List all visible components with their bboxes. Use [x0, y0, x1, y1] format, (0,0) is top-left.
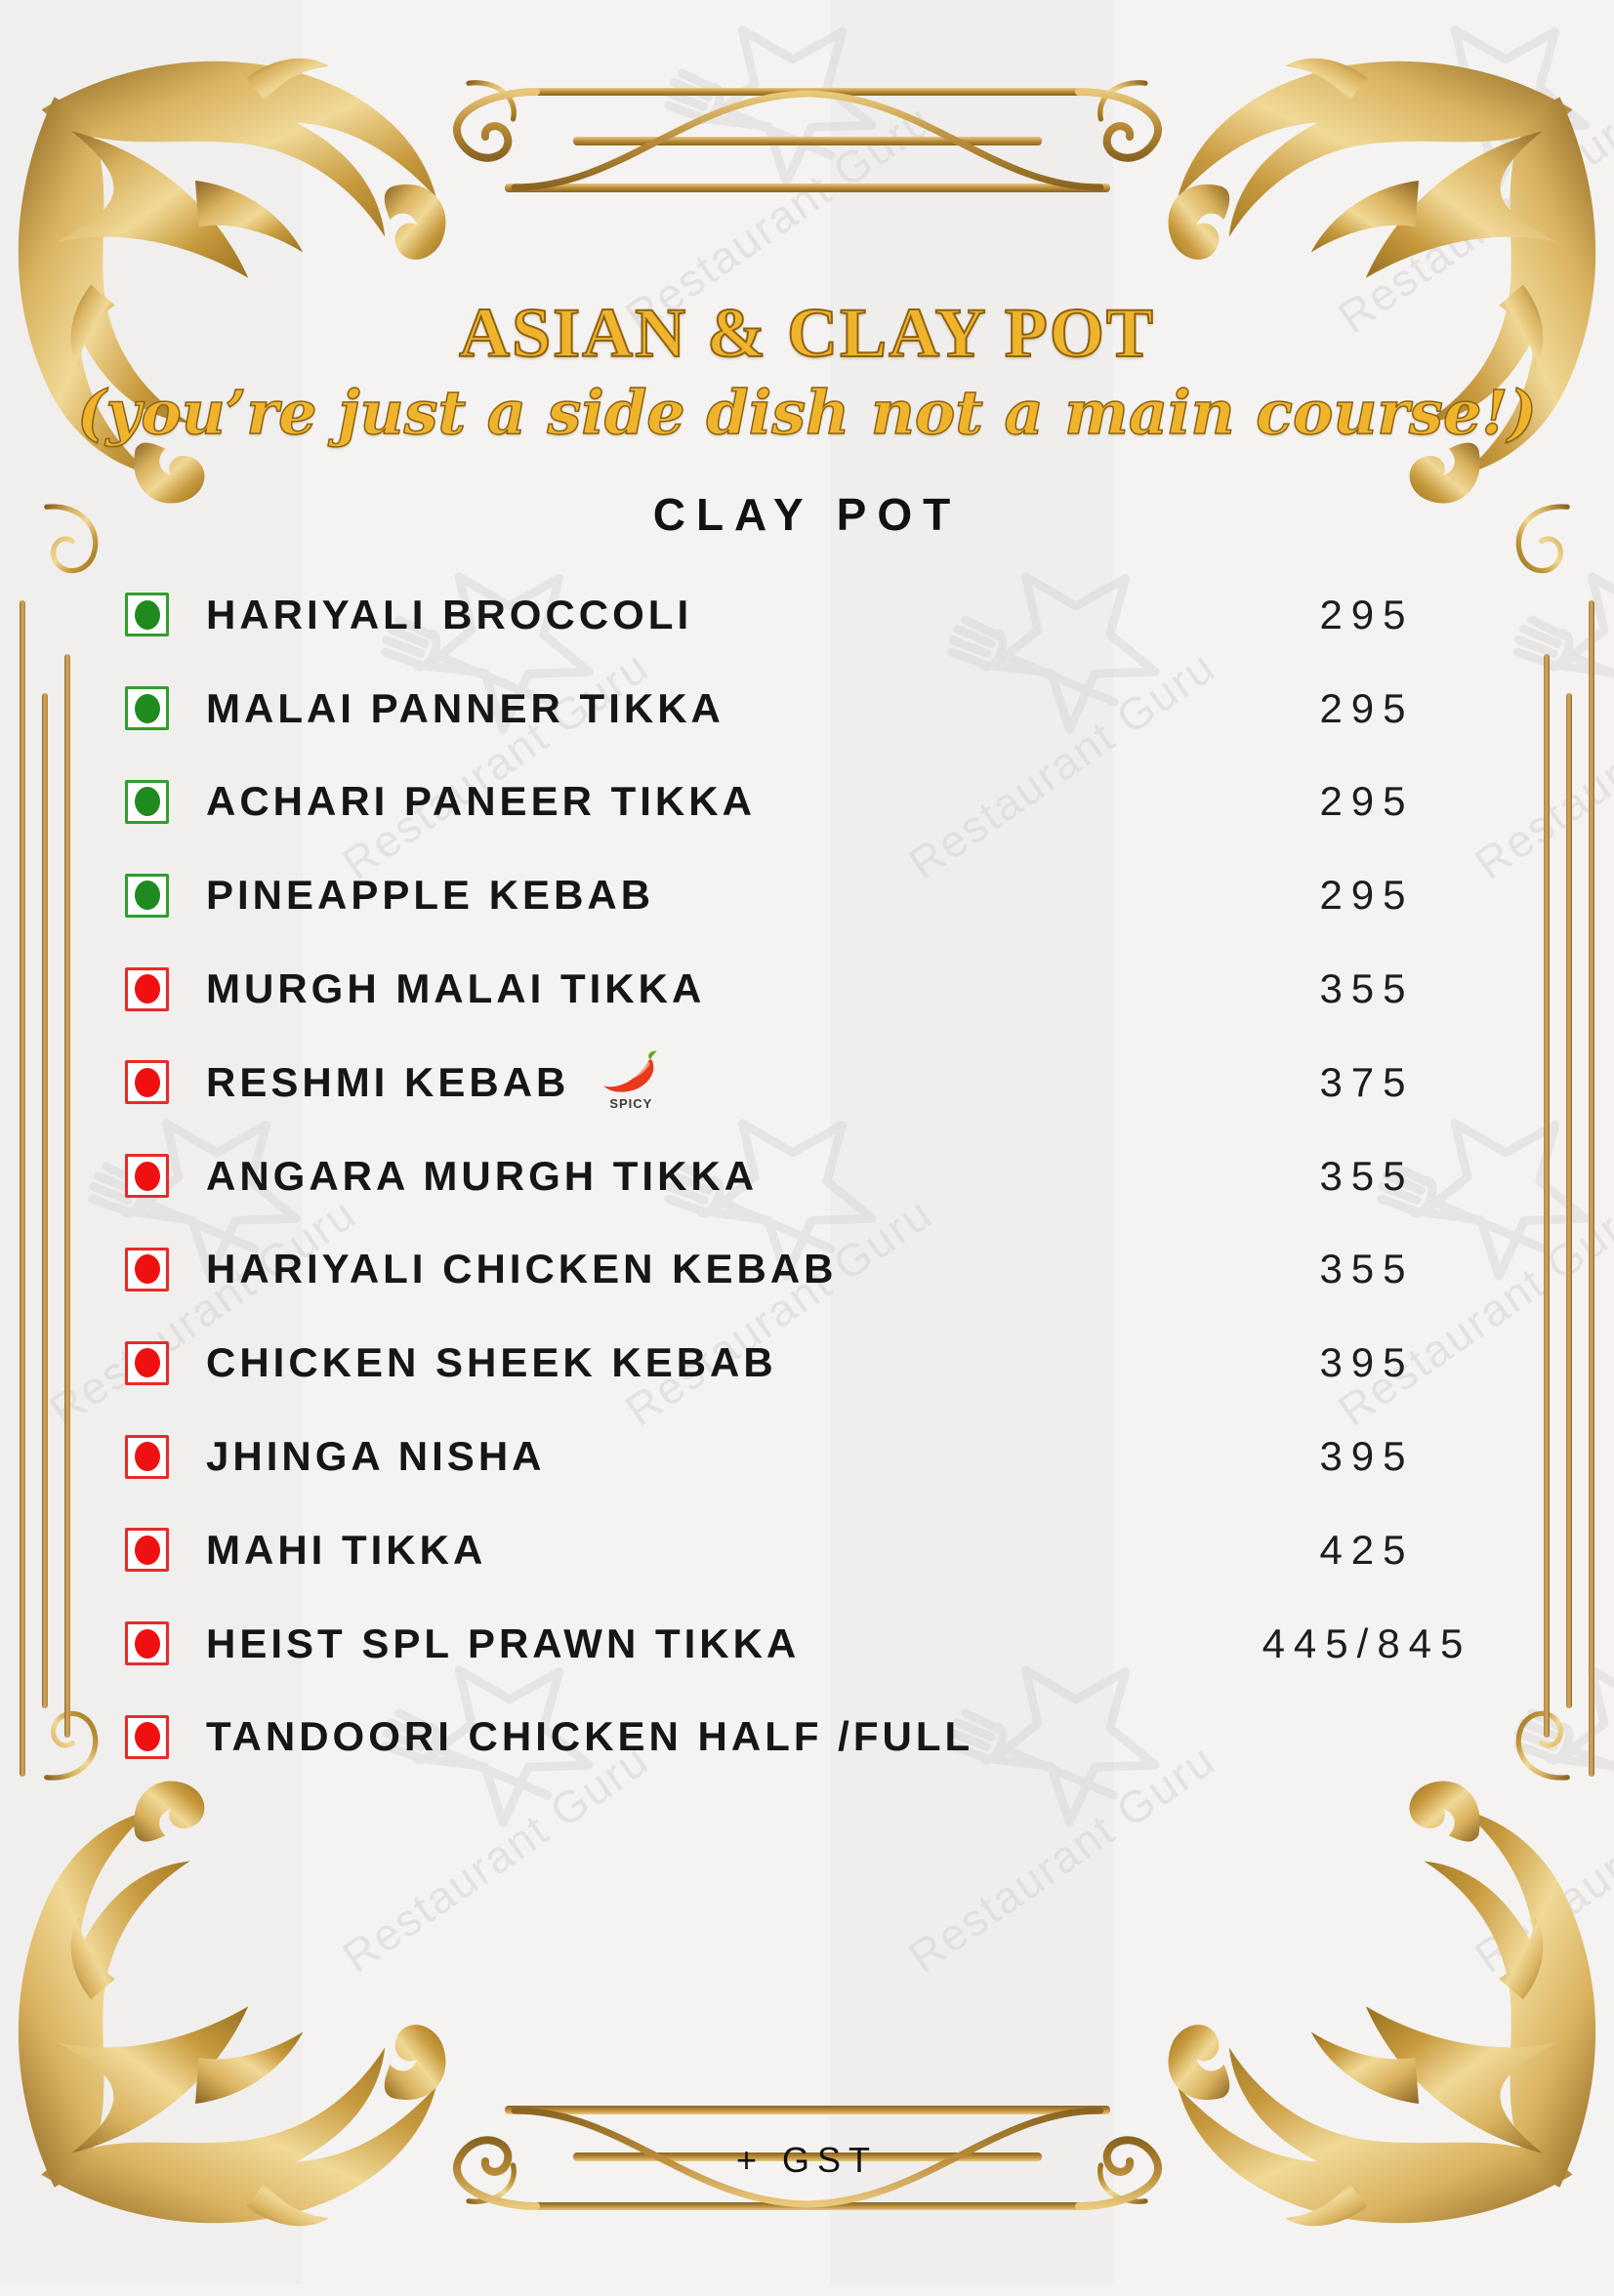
- menu-item-row: MURGH MALAI TIKKA 355: [125, 942, 1528, 1036]
- menu-item-price: 355: [1319, 965, 1415, 1012]
- menu-item-row: TANDOORI CHICKEN HALF /FULL: [125, 1691, 1528, 1784]
- menu-item-price: 295: [1319, 872, 1415, 919]
- marker-dot: [134, 1722, 160, 1752]
- marker-dot: [134, 1442, 160, 1472]
- menu-item-name: HARIYALI BROCCOLI: [206, 591, 693, 637]
- menu-item-row: CHICKEN SHEEK KEBAB 395: [125, 1316, 1528, 1410]
- page-subtitle: (you’re just a side dish not a main cour…: [76, 376, 1537, 449]
- watermark: Restaurant Guru: [1236, 0, 1614, 344]
- marker-dot: [134, 1067, 160, 1097]
- menu-item-price: 395: [1319, 1339, 1415, 1386]
- menu-item-row: PINEAPPLE KEBAB 295: [125, 848, 1528, 942]
- menu-item-name: TANDOORI CHICKEN HALF /FULL: [206, 1713, 974, 1760]
- menu-item-price: 295: [1319, 778, 1415, 825]
- veg-nonveg-marker-icon: [125, 1434, 169, 1479]
- marker-dot: [134, 1161, 160, 1191]
- marker-dot: [134, 1535, 160, 1565]
- chili-icon: [603, 1051, 658, 1093]
- menu-item-name: MAHI TIKKA: [206, 1526, 487, 1573]
- veg-nonveg-marker-icon: [125, 873, 169, 918]
- menu-item-name: PINEAPPLE KEBAB: [206, 872, 655, 919]
- veg-nonveg-marker-icon: [125, 1060, 169, 1105]
- veg-nonveg-marker-icon: [125, 779, 169, 824]
- marker-dot: [134, 881, 160, 911]
- veg-nonveg-marker-icon: [125, 1340, 169, 1385]
- spicy-indicator: SPICY: [599, 1049, 663, 1111]
- veg-nonveg-marker-icon: [125, 1247, 169, 1292]
- veg-nonveg-marker-icon: [125, 1714, 169, 1759]
- marker-dot: [134, 599, 160, 630]
- menu-item-name: CHICKEN SHEEK KEBAB: [206, 1339, 777, 1386]
- border-lines-left: [0, 600, 78, 1777]
- marker-dot: [134, 693, 160, 723]
- spicy-label: SPICY: [609, 1096, 653, 1112]
- border-lines-right: [1536, 600, 1614, 1777]
- menu-item-price: 295: [1319, 684, 1415, 731]
- section-heading: CLAY POT: [652, 489, 962, 540]
- menu-item-name: MURGH MALAI TIKKA: [206, 965, 706, 1012]
- menu-list: HARIYALI BROCCOLI 295 MALAI PANNER TIKKA…: [125, 568, 1528, 1784]
- menu-item-price: 425: [1319, 1526, 1415, 1573]
- menu-item-name: ACHARI PANEER TIKKA: [206, 778, 756, 825]
- menu-item-row: JHINGA NISHA 395: [125, 1410, 1528, 1503]
- menu-item-name: RESHMI KEBAB: [206, 1058, 570, 1105]
- menu-item-price: 355: [1319, 1152, 1415, 1199]
- top-border-rule: [368, 39, 1247, 234]
- marker-dot: [134, 974, 160, 1004]
- marker-dot: [134, 787, 160, 817]
- veg-nonveg-marker-icon: [125, 1154, 169, 1199]
- veg-nonveg-marker-icon: [125, 686, 169, 731]
- menu-item-row: MALAI PANNER TIKKA 295: [125, 662, 1528, 756]
- menu-item-row: HARIYALI CHICKEN KEBAB 355: [125, 1223, 1528, 1317]
- menu-item-row: ACHARI PANEER TIKKA 295: [125, 756, 1528, 849]
- fork-star-logo-icon: [664, 25, 877, 187]
- menu-item-row: RESHMI KEBAB SPICY 375: [125, 1036, 1528, 1129]
- veg-nonveg-marker-icon: [125, 966, 169, 1011]
- marker-dot: [134, 1254, 160, 1285]
- page-title: ASIAN & CLAY POT: [458, 293, 1155, 373]
- menu-item-name: MALAI PANNER TIKKA: [206, 684, 724, 731]
- menu-item-name: JHINGA NISHA: [206, 1433, 546, 1480]
- marker-dot: [134, 1348, 160, 1378]
- menu-item-row: MAHI TIKKA 425: [125, 1503, 1528, 1597]
- veg-nonveg-marker-icon: [125, 1621, 169, 1666]
- menu-item-price: 295: [1319, 591, 1415, 637]
- watermark: Restaurant Guru: [523, 0, 989, 344]
- menu-item-name: HEIST SPL PRAWN TIKKA: [206, 1620, 801, 1666]
- menu-item-row: ANGARA MURGH TIKKA 355: [125, 1129, 1528, 1223]
- menu-item-price: 395: [1319, 1433, 1415, 1480]
- menu-item-name: ANGARA MURGH TIKKA: [206, 1152, 759, 1199]
- veg-nonveg-marker-icon: [125, 1528, 169, 1573]
- menu-item-price: 375: [1319, 1058, 1415, 1105]
- menu-item-price: 445/845: [1262, 1620, 1472, 1666]
- menu-item-row: HARIYALI BROCCOLI 295: [125, 568, 1528, 662]
- menu-item-price: 355: [1319, 1246, 1415, 1292]
- menu-item-row: HEIST SPL PRAWN TIKKA 445/845: [125, 1597, 1528, 1691]
- menu-item-name: HARIYALI CHICKEN KEBAB: [206, 1246, 838, 1292]
- veg-nonveg-marker-icon: [125, 593, 169, 637]
- gst-footnote: + GST: [735, 2140, 879, 2180]
- marker-dot: [134, 1628, 160, 1659]
